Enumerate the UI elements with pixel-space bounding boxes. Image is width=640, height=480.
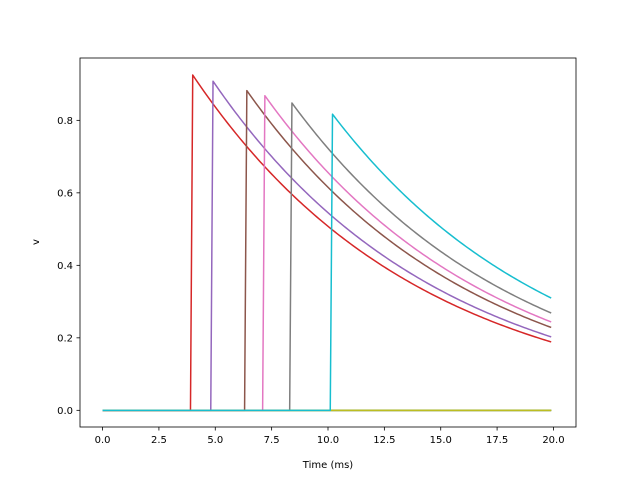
x-tick-label: 7.5 (264, 435, 280, 446)
plot-lines (102, 74, 552, 412)
x-axis-label: Time (ms) (302, 460, 354, 471)
y-tick-label: 0.6 (57, 188, 73, 199)
y-tick-label: 0.8 (57, 116, 73, 127)
x-tick-label: 5.0 (207, 435, 223, 446)
y-tick-label: 0.0 (57, 406, 73, 417)
x-tick-label: 10.0 (317, 435, 339, 446)
y-axis-label: v (31, 239, 42, 245)
x-axis-ticks: 0.0 2.5 5.0 7.5 10.0 12.5 15.0 17.5 20.0 (95, 427, 565, 446)
x-tick-label: 2.5 (151, 435, 167, 446)
y-tick-label: 0.2 (57, 333, 73, 344)
series-line-9 (102, 113, 552, 412)
x-tick-label: 15.0 (430, 435, 452, 446)
series-line-6 (102, 94, 552, 412)
x-tick-label: 17.5 (486, 435, 508, 446)
series-line-7 (102, 102, 552, 412)
y-tick-label: 0.4 (57, 261, 73, 272)
x-tick-label: 20.0 (542, 435, 564, 446)
x-tick-label: 0.0 (95, 435, 111, 446)
series-line-4 (102, 80, 552, 412)
y-axis-ticks: 0.0 0.2 0.4 0.6 0.8 (57, 116, 80, 417)
x-tick-label: 12.5 (373, 435, 395, 446)
